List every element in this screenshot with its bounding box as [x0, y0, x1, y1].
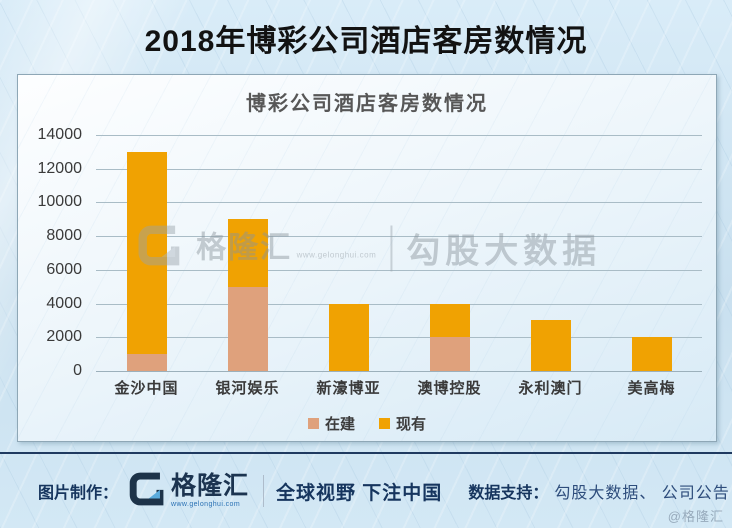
x-tick-label: 金沙中国	[114, 380, 179, 397]
gridline	[96, 269, 702, 271]
x-tick-label: 永利澳门	[518, 380, 583, 397]
x-tick-label: 美高梅	[627, 380, 676, 397]
bar-segment-在建-澳博控股	[429, 337, 470, 371]
plot-area: 格隆汇 www.gelonghui.com 勾股大数据	[96, 135, 702, 372]
footer-slogan: 全球视野 下注中国	[276, 482, 443, 504]
legend-item-现有: 现有	[379, 413, 426, 434]
data-sources: 勾股大数据、 公司公告	[554, 485, 730, 502]
x-tick-label: 银河娱乐	[215, 380, 280, 397]
bar-segment-现有-金沙中国	[126, 151, 167, 355]
gridline	[96, 236, 702, 238]
made-by-label: 图片制作：	[38, 485, 119, 502]
bar-segment-现有-永利澳门	[530, 320, 571, 371]
y-tick-label: 6000	[46, 260, 82, 278]
watermark-url: www.gelonghui.com	[296, 250, 377, 260]
legend-label: 现有	[396, 416, 427, 433]
chart-watermark: 格隆汇 www.gelonghui.com 勾股大数据	[136, 223, 601, 274]
y-tick-label: 2000	[46, 328, 82, 346]
gridline	[96, 135, 702, 136]
logo-text-block: 格隆汇 www.gelonghui.com	[171, 472, 250, 509]
watermark-suffix: 勾股大数据	[406, 232, 602, 271]
gridline	[96, 168, 702, 170]
chart-panel: 博彩公司酒店客房数情况 0 2000 4000 6000 8000 10000 12000 1…	[17, 74, 717, 442]
gridline	[96, 202, 702, 204]
page-title: 2018年博彩公司酒店客房数情况	[144, 25, 588, 58]
watermark-brand-block: 格隆汇 www.gelonghui.com	[196, 233, 376, 263]
legend-swatch	[307, 418, 319, 429]
y-tick-label: 12000	[37, 159, 83, 177]
chart-title: 博彩公司酒店客房数情况	[246, 93, 488, 115]
y-tick-label: 8000	[46, 227, 82, 245]
gelonghui-logo: 格隆汇 www.gelonghui.com	[128, 470, 249, 513]
y-tick-label: 0	[73, 362, 82, 379]
data-support-label: 数据支持：	[468, 485, 549, 502]
bar-segment-在建-金沙中国	[126, 354, 167, 371]
x-tick-label: 新濠博亚	[316, 380, 381, 397]
chart-legend: 在建 现有	[18, 413, 716, 434]
footer-vertical-divider	[263, 475, 265, 507]
y-axis-labels: 0 2000 4000 6000 8000 10000 12000 14000	[18, 126, 90, 379]
x-tick-label: 澳博控股	[417, 380, 482, 397]
y-tick-label: 10000	[37, 193, 83, 211]
legend-label: 在建	[324, 416, 355, 433]
gridline	[96, 371, 702, 372]
legend-swatch	[379, 418, 390, 429]
watermark-divider	[390, 225, 393, 272]
bar-segment-现有-银河娱乐	[227, 219, 268, 287]
footer-brand: 格隆汇	[171, 472, 250, 500]
gelonghui-logo-icon	[128, 470, 166, 513]
footer-brand-url: www.gelonghui.com	[171, 501, 241, 508]
x-axis-labels: 金沙中国 银河娱乐 新濠博亚 澳博控股 永利澳门 美高梅	[96, 377, 702, 399]
gridline	[96, 337, 702, 339]
gridline	[96, 303, 702, 305]
bar-segment-现有-新濠博亚	[328, 303, 369, 371]
footer-divider	[0, 452, 732, 454]
legend-item-在建: 在建	[307, 413, 355, 434]
y-tick-label: 4000	[46, 294, 82, 312]
corner-watermark: @格隆汇	[667, 509, 724, 524]
bar-segment-在建-银河娱乐	[227, 286, 268, 371]
footer: 图片制作： 格隆汇 www.gelonghui.com 全球视野 下注中国 数据…	[0, 454, 732, 528]
bar-segment-现有-美高梅	[631, 337, 672, 371]
bar-segment-现有-澳博控股	[429, 303, 470, 338]
y-tick-label: 14000	[37, 126, 83, 143]
